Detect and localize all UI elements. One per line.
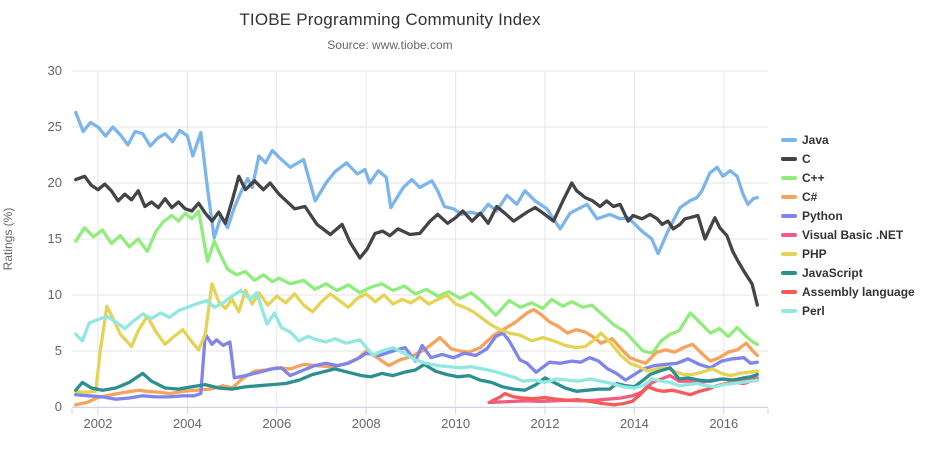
legend-label: C#: [802, 189, 818, 204]
legend-label: C: [802, 151, 811, 166]
legend-swatch-javascript: [781, 270, 797, 275]
x-tick-label: 2008: [352, 416, 381, 431]
x-tick-label: 2012: [531, 416, 560, 431]
legend-label: Python: [802, 208, 843, 223]
chart-title: TIOBE Programming Community Index: [239, 10, 541, 29]
y-tick-label: 25: [48, 119, 62, 134]
series-line-javascript[interactable]: [74, 362, 759, 393]
legend-label: C++: [802, 170, 825, 185]
legend-item-assembly-language[interactable]: Assembly language: [781, 282, 931, 301]
x-tick-label: 2002: [84, 416, 113, 431]
x-tick-label: 2016: [709, 416, 738, 431]
legend-item-c[interactable]: C++: [781, 168, 931, 187]
legend-item-c[interactable]: C: [781, 149, 931, 168]
legend-swatch-python: [781, 213, 797, 218]
legend-item-javascript[interactable]: JavaScript: [781, 263, 931, 282]
legend-swatch-c: [781, 156, 797, 161]
y-tick-label: 10: [48, 287, 62, 302]
legend-swatch-java: [781, 137, 797, 142]
series-line-c[interactable]: [74, 174, 759, 307]
y-tick-label: 30: [48, 63, 62, 78]
series-line-c[interactable]: [74, 307, 759, 407]
chart-subtitle: Source: www.tiobe.com: [327, 38, 453, 52]
legend-label: Java: [802, 132, 829, 147]
legend-label: Visual Basic .NET: [802, 227, 904, 242]
legend-item-python[interactable]: Python: [781, 206, 931, 225]
series-line-perl[interactable]: [74, 288, 759, 390]
legend-label: JavaScript: [802, 265, 863, 280]
series-line-php[interactable]: [74, 282, 759, 395]
y-tick-label: 20: [48, 175, 62, 190]
x-tick-label: 2010: [441, 416, 470, 431]
legend-swatch-php: [781, 251, 797, 256]
legend-swatch-visual-basic-net: [781, 232, 797, 237]
legend-label: PHP: [802, 246, 827, 261]
x-tick-label: 2004: [173, 416, 202, 431]
legend-swatch-perl: [781, 308, 797, 313]
legend: Java C C++ C# Python Visual Basic .NET PHP Java…: [781, 130, 931, 320]
legend-item-visual-basic-net[interactable]: Visual Basic .NET: [781, 225, 931, 244]
y-tick-label: 15: [48, 231, 62, 246]
legend-label: Assembly language: [802, 284, 915, 299]
x-tick-label: 2006: [262, 416, 291, 431]
y-tick-label: 0: [55, 399, 62, 414]
legend-swatch-assembly-language: [781, 289, 797, 294]
y-tick-label: 5: [55, 343, 62, 358]
legend-item-java[interactable]: Java: [781, 130, 931, 149]
series-line-c[interactable]: [74, 209, 759, 355]
legend-label: Perl: [802, 303, 825, 318]
series-line-java[interactable]: [74, 110, 759, 256]
legend-item-c[interactable]: C#: [781, 187, 931, 206]
legend-item-perl[interactable]: Perl: [781, 301, 931, 320]
legend-swatch-c: [781, 175, 797, 180]
legend-item-php[interactable]: PHP: [781, 244, 931, 263]
x-tick-label: 2014: [620, 416, 649, 431]
legend-swatch-c: [781, 194, 797, 199]
